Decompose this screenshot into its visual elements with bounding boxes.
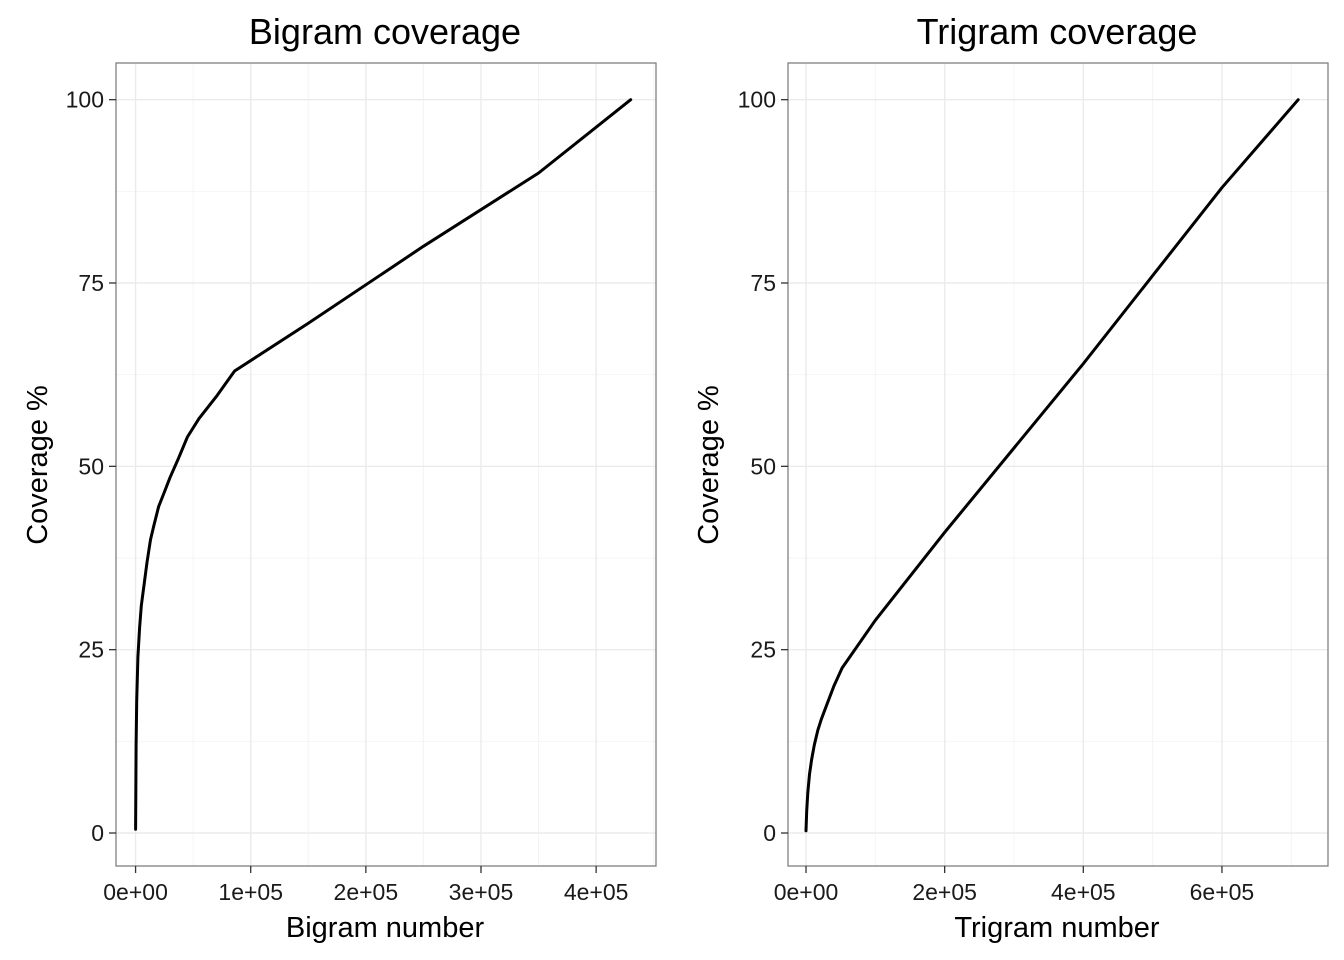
bigram-x-tick-label: 0e+00 [103,879,168,905]
trigram-y-tick-label: 0 [763,820,776,846]
trigram-y-tick-label: 25 [750,637,776,663]
trigram-chart: Trigram coverage 0 25 50 75 100 0e+00 2e+05 4e+… [693,11,1329,944]
trigram-y-tick-label: 100 [738,87,776,113]
trigram-x-tick-label: 2e+05 [912,879,977,905]
trigram-chart-title: Trigram coverage [917,11,1198,52]
bigram-grid [116,63,656,866]
trigram-coverage-line [804,98,1300,833]
trigram-x-tick-label: 0e+00 [774,879,839,905]
trigram-grid [788,63,1328,866]
bigram-x-tick-label: 2e+05 [334,879,399,905]
trigram-y-tick-label: 50 [750,453,776,479]
trigram-y-axis-title: Coverage % [693,385,725,545]
bigram-coverage-line [134,98,633,831]
bigram-y-tick-label: 75 [78,270,104,296]
trigram-x-tick-label: 4e+05 [1051,879,1116,905]
bigram-x-tick-label: 1e+05 [218,879,283,905]
trigram-x-axis-title: Trigram number [954,912,1160,944]
bigram-x-tick-label: 4e+05 [564,879,629,905]
bigram-axes: 0 25 50 75 100 0e+00 1e+05 2e+05 3e+05 4e+05 [66,87,629,905]
bigram-panel-border [115,62,657,867]
trigram-series [804,98,1300,833]
trigram-panel-border [787,62,1329,867]
trigram-y-tick-label: 75 [750,270,776,296]
bigram-x-axis-title: Bigram number [286,912,485,944]
trigram-x-tick-label: 6e+05 [1190,879,1255,905]
bigram-x-tick-label: 3e+05 [449,879,514,905]
bigram-y-tick-label: 25 [78,637,104,663]
bigram-y-tick-label: 0 [91,820,104,846]
bigram-y-tick-label: 100 [66,87,104,113]
bigram-y-axis-title: Coverage % [22,385,54,545]
bigram-chart-title: Bigram coverage [249,11,521,52]
bigram-y-tick-label: 50 [78,453,104,479]
trigram-axes: 0 25 50 75 100 0e+00 2e+05 4e+05 6e+05 [738,87,1255,905]
bigram-series [134,98,633,831]
bigram-chart: Bigram coverage 0 25 50 75 100 0e+00 1e+05 2e+0… [22,11,657,944]
